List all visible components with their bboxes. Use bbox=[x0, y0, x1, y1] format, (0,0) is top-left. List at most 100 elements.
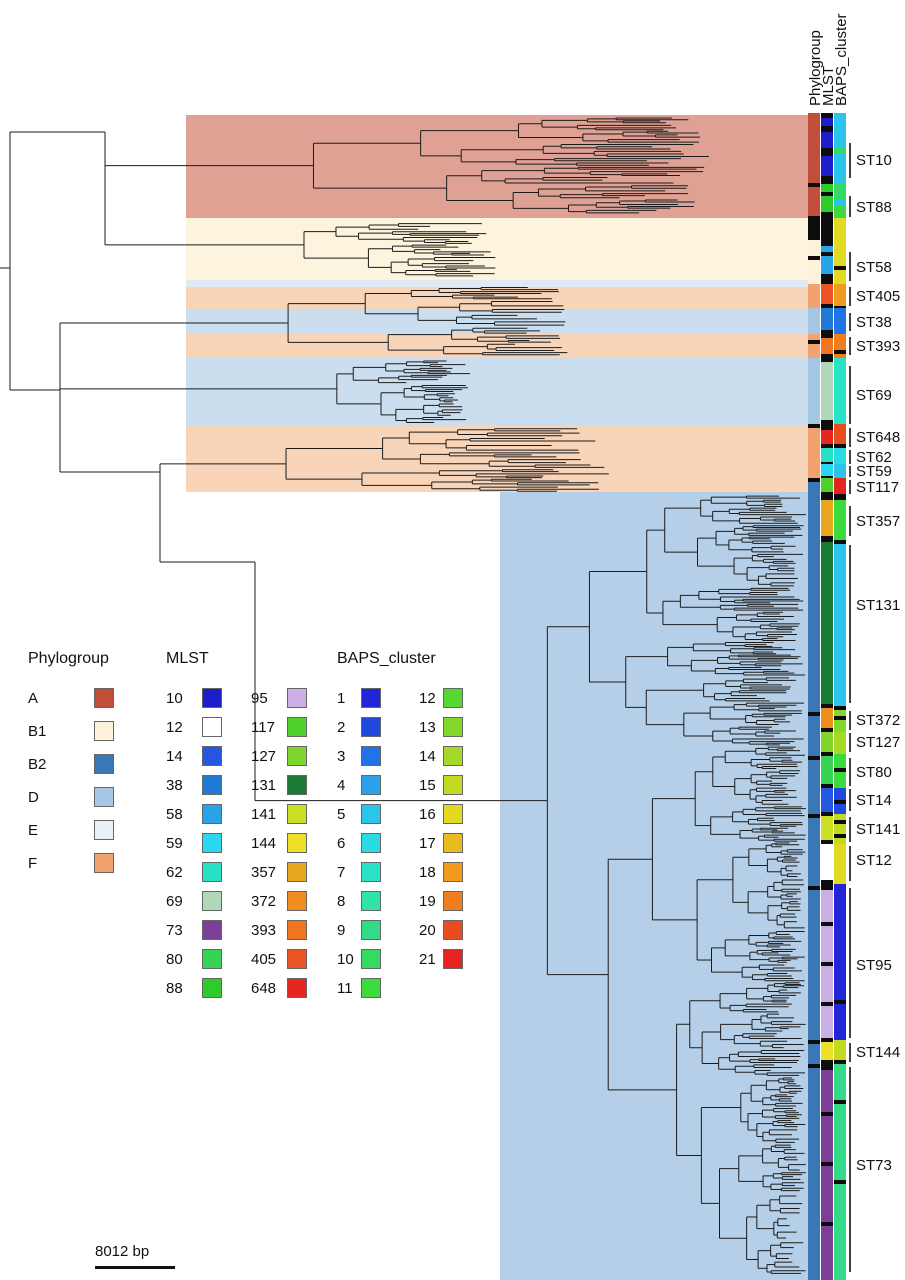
legend-item-label: 12 bbox=[419, 689, 436, 707]
legend-item-20: 20 bbox=[419, 920, 463, 940]
legend-item-393: 393 bbox=[251, 920, 307, 940]
bar-phylogroup-segment bbox=[808, 428, 820, 478]
legend-item-80: 80 bbox=[166, 949, 222, 969]
bar-phylogroup-segment bbox=[808, 358, 820, 424]
bar-phylogroup-segment bbox=[808, 716, 820, 756]
bar-mlst-segment bbox=[821, 212, 833, 218]
legend-item-6: 6 bbox=[337, 833, 381, 853]
bar-mlst-segment bbox=[821, 500, 833, 536]
legend-item-F: F bbox=[28, 853, 114, 873]
legend-item-4: 4 bbox=[337, 775, 381, 795]
legend-item-18: 18 bbox=[419, 862, 463, 882]
legend-swatch-8 bbox=[361, 891, 381, 911]
bar-mlst-segment bbox=[821, 884, 833, 890]
legend-item-label: 7 bbox=[337, 863, 346, 881]
legend-item-69: 69 bbox=[166, 891, 222, 911]
legend-item-label: 9 bbox=[337, 921, 346, 939]
bar-mlst-segment bbox=[821, 252, 833, 256]
bar-phylogroup-segment bbox=[808, 818, 820, 886]
st-label-st117: ST117 bbox=[856, 479, 899, 496]
legend-item-13: 13 bbox=[419, 717, 463, 737]
legend-swatch-405 bbox=[287, 949, 307, 969]
bar-baps_cluster-segment bbox=[834, 1040, 846, 1060]
legend-item-D: D bbox=[28, 787, 114, 807]
bar-mlst-segment bbox=[821, 430, 833, 444]
legend-column: 12 13 14 15 16 17 18 19 20 21 bbox=[419, 688, 463, 1007]
bar-mlst-segment bbox=[821, 308, 833, 330]
bar-mlst-segment bbox=[821, 330, 833, 334]
legend-item-B2: B2 bbox=[28, 754, 114, 774]
legend-baps-cluster: BAPS_cluster 1 2 3 4 5 6 7 8 9 10 11 12 13 14 15 16 17 18… bbox=[337, 650, 501, 1007]
legend-item-A: A bbox=[28, 688, 114, 708]
bar-baps_cluster-segment bbox=[834, 494, 846, 500]
legend-item-label: 131 bbox=[251, 776, 277, 794]
bar-baps_cluster-segment bbox=[834, 814, 846, 820]
bar-baps_cluster-segment bbox=[834, 1064, 846, 1100]
column-header-baps-cluster: BAPS_cluster bbox=[833, 13, 850, 106]
legend-swatch-59 bbox=[202, 833, 222, 853]
legend-item-label: 73 bbox=[166, 921, 183, 939]
legend-swatch-38 bbox=[202, 775, 222, 795]
legend-item-label: 11 bbox=[337, 979, 353, 997]
legend-item-label: 12 bbox=[166, 718, 183, 736]
legend-swatch-9 bbox=[361, 920, 381, 940]
legend-swatch-357 bbox=[287, 862, 307, 882]
legend-item-label: 69 bbox=[166, 892, 183, 910]
bar-baps_cluster-segment bbox=[834, 720, 846, 732]
bar-mlst-segment bbox=[821, 844, 833, 880]
bar-mlst-segment bbox=[821, 420, 833, 424]
legend-item-label: 3 bbox=[337, 747, 346, 765]
legend-swatch-141 bbox=[287, 804, 307, 824]
legend-swatch-127 bbox=[287, 746, 307, 766]
st-label-st357: ST357 bbox=[856, 513, 900, 530]
st-label-st38: ST38 bbox=[856, 314, 892, 331]
bar-baps_cluster-segment bbox=[834, 820, 846, 824]
bar-baps_cluster-segment bbox=[834, 113, 846, 148]
bar-mlst-segment bbox=[821, 1166, 833, 1222]
st-label-st95: ST95 bbox=[856, 957, 892, 974]
bar-mlst-segment bbox=[821, 192, 833, 196]
bar-mlst-segment bbox=[821, 816, 833, 840]
bar-phylogroup-segment bbox=[808, 260, 820, 284]
legend-swatch-7 bbox=[361, 862, 381, 882]
st-label-st88: ST88 bbox=[856, 199, 892, 216]
bar-phylogroup-segment bbox=[808, 183, 820, 187]
bar-phylogroup-segment bbox=[808, 760, 820, 814]
bar-phylogroup-segment bbox=[808, 240, 820, 256]
legend-item-405: 405 bbox=[251, 949, 307, 969]
legend-item-label: 8 bbox=[337, 892, 346, 910]
bar-phylogroup-segment bbox=[808, 1064, 820, 1068]
legend-column: 10 12 14 38 58 59 62 69 73 80 88 bbox=[166, 688, 222, 1007]
bar-mlst-segment bbox=[821, 118, 833, 126]
bar-mlst-segment bbox=[821, 494, 833, 500]
legend-swatch-648 bbox=[287, 978, 307, 998]
bar-mlst-segment bbox=[821, 334, 833, 338]
legend-item-label: 648 bbox=[251, 979, 277, 997]
legend-item-label: 62 bbox=[166, 863, 183, 881]
bar-baps_cluster-segment bbox=[834, 824, 846, 834]
bar-mlst-segment bbox=[821, 358, 833, 362]
st-label-st131: ST131 bbox=[856, 597, 900, 614]
legend-item-label: 6 bbox=[337, 834, 346, 852]
clade-band-phylogroup-F2 bbox=[186, 334, 808, 358]
bar-phylogroup-segment bbox=[808, 334, 820, 340]
bar-baps_cluster-segment bbox=[834, 1180, 846, 1184]
legend-item-label: D bbox=[28, 788, 39, 806]
bar-mlst-segment bbox=[821, 478, 833, 492]
legend-item-1: 1 bbox=[337, 688, 381, 708]
legend-item-88: 88 bbox=[166, 978, 222, 998]
legend-item-117: 117 bbox=[251, 717, 307, 737]
legend-swatch-5 bbox=[361, 804, 381, 824]
legend-item-label: 95 bbox=[251, 689, 268, 707]
bar-baps_cluster-segment bbox=[834, 306, 846, 308]
st-label-st10: ST10 bbox=[856, 152, 892, 169]
bar-phylogroup-segment bbox=[808, 814, 820, 818]
bar-mlst-segment bbox=[821, 536, 833, 542]
legend-item-label: 18 bbox=[419, 863, 436, 881]
bar-baps_cluster-segment bbox=[834, 206, 846, 218]
st-label-st127: ST127 bbox=[856, 734, 900, 751]
bar-mlst-segment bbox=[821, 1006, 833, 1038]
bar-phylogroup-segment bbox=[808, 478, 820, 482]
legend-item-label: 2 bbox=[337, 718, 346, 736]
legend-item-73: 73 bbox=[166, 920, 222, 940]
